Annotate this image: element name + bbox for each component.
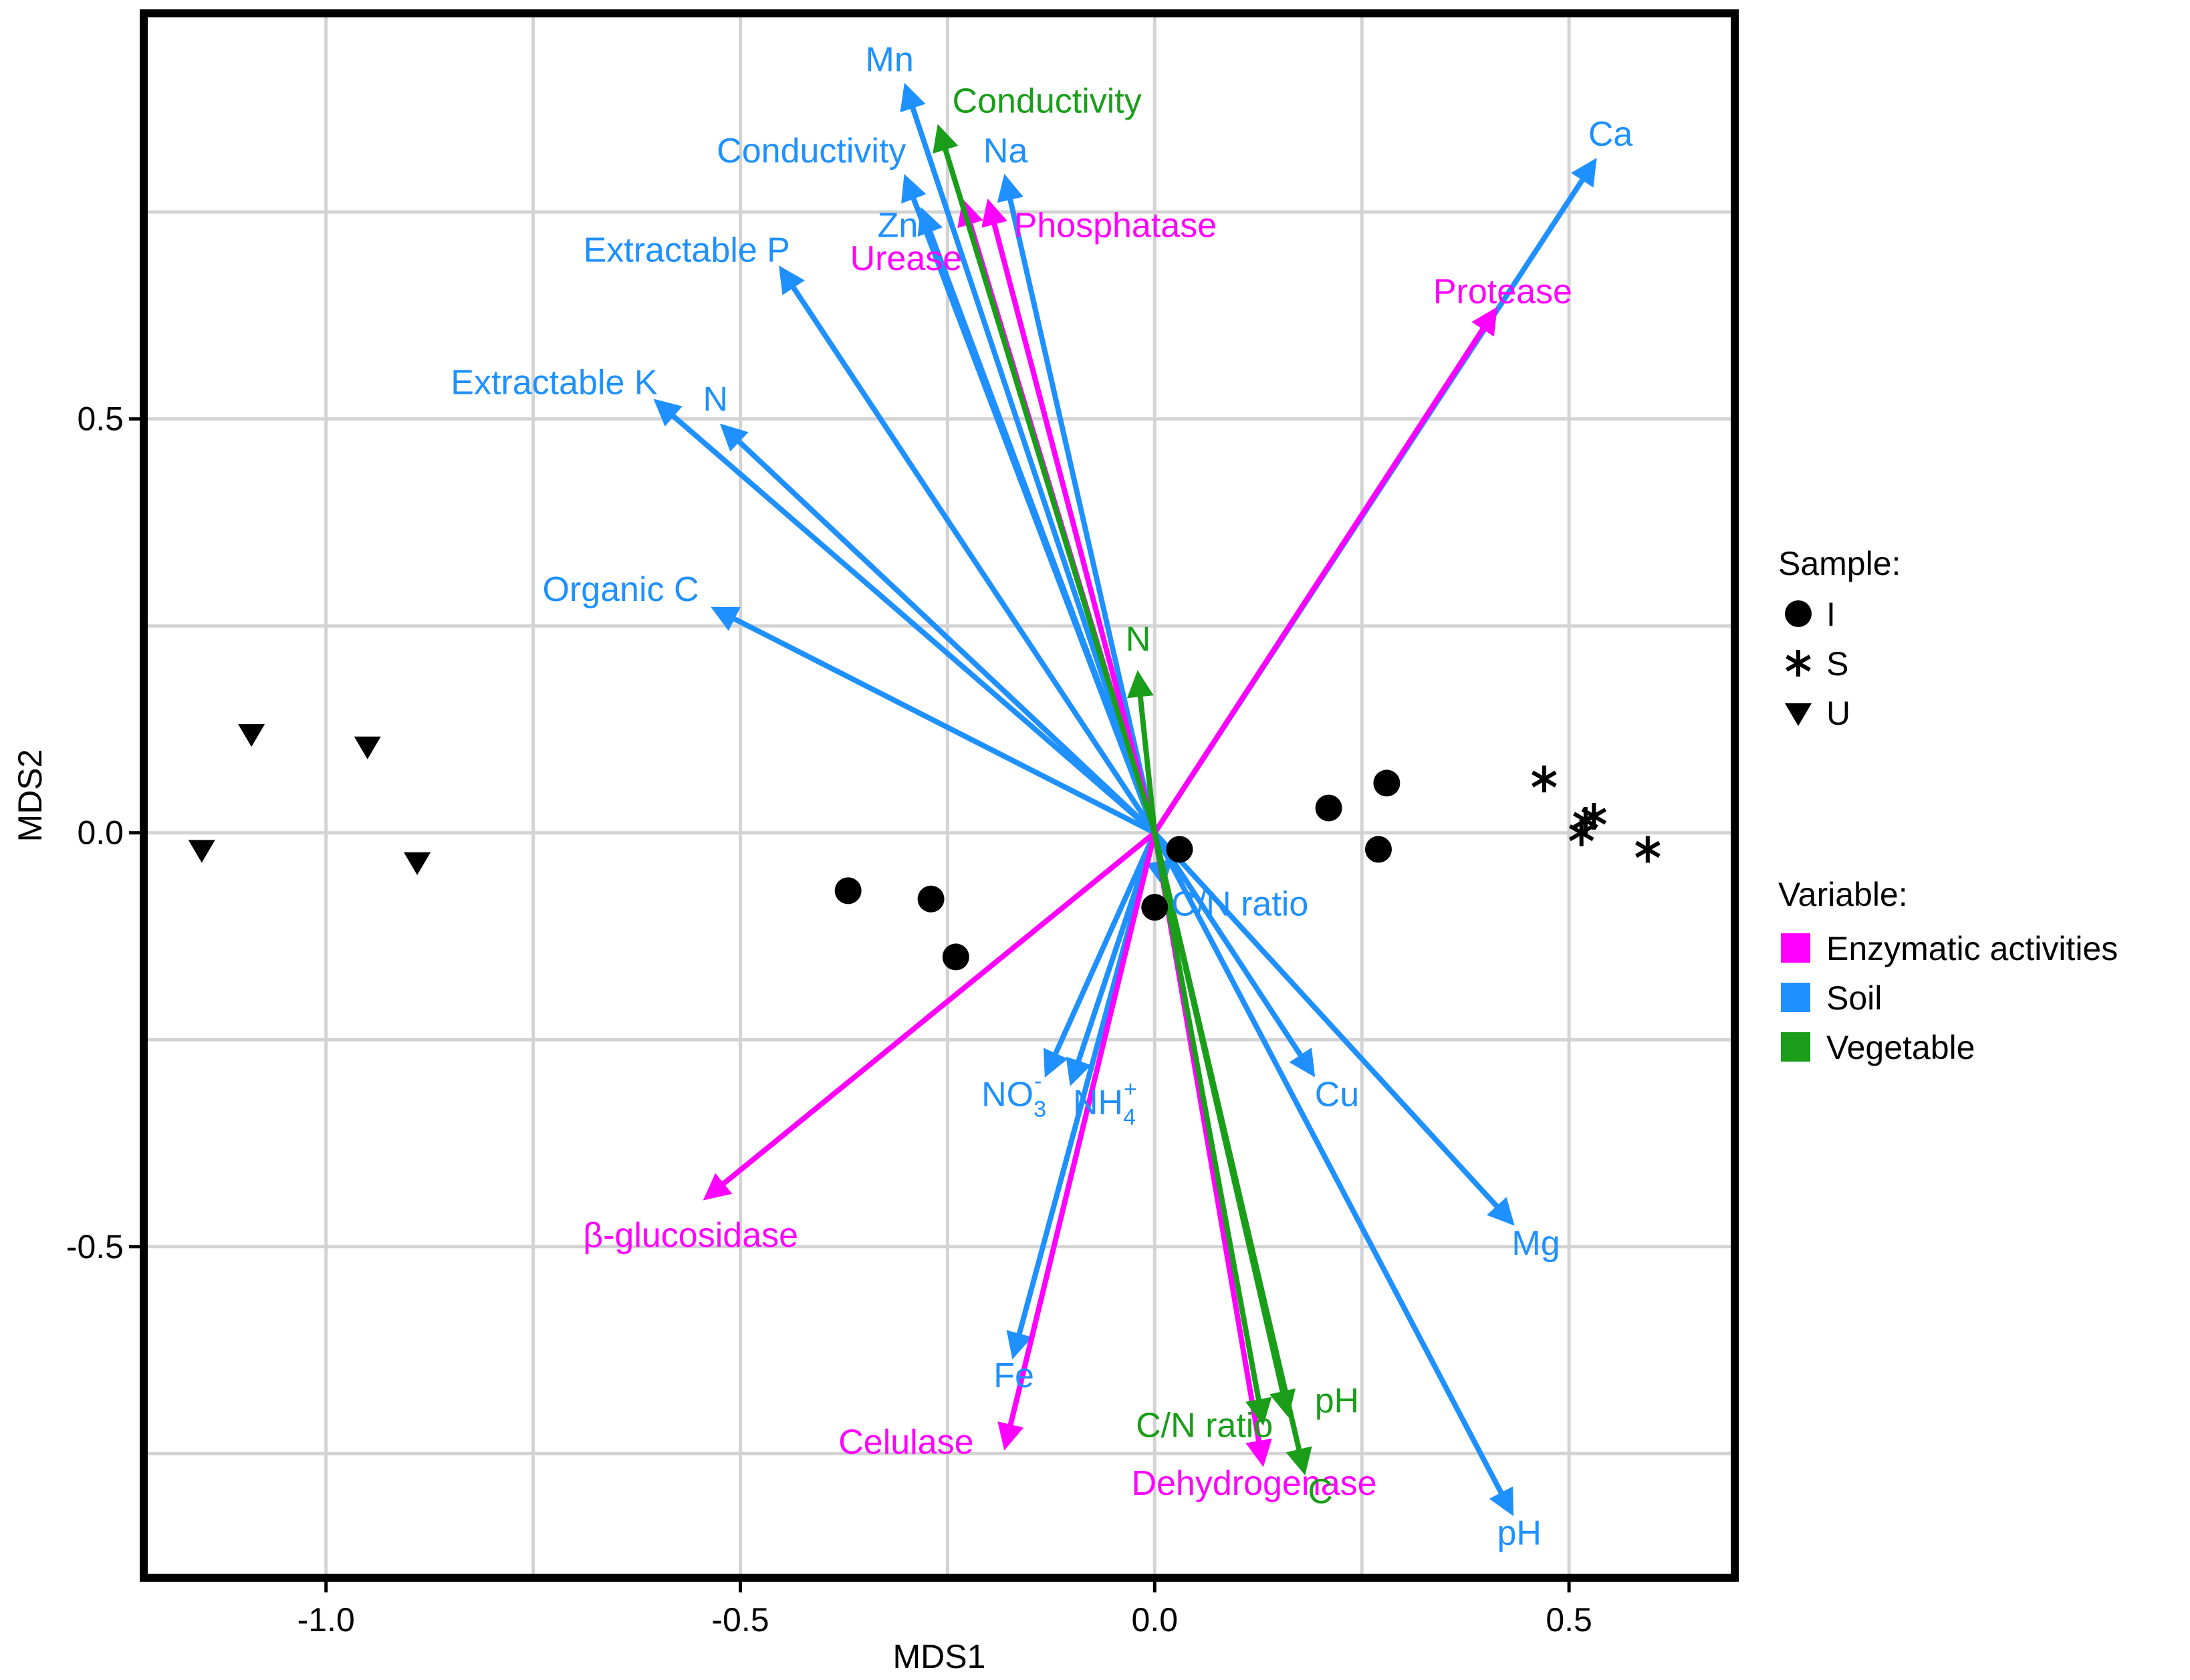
vector-arrow-soil-mg — [1152, 831, 1515, 1226]
vector-arrow-enzymatic-activities-celulase — [997, 832, 1158, 1451]
vector-label-soil-mn: Mn — [866, 41, 914, 80]
vector-arrow-soil-mn — [900, 82, 1158, 834]
vector-arrow-vegetable-n — [1126, 670, 1158, 834]
sample-point-u — [188, 840, 215, 863]
vector-arrow-soil-cu — [1152, 831, 1316, 1078]
vector-label-soil-extractable-p: Extractable P — [584, 231, 790, 269]
vector-label-enzymatic-activities-dehydrogenase: Dehydrogenase — [1131, 1464, 1376, 1503]
legend-variable-title: Variable: — [1778, 876, 1908, 913]
vector-arrow-soil-ph — [1152, 831, 1514, 1517]
sample-point-s — [1568, 819, 1594, 846]
vector-arrow-vegetable-c-n-ratio — [1152, 832, 1272, 1426]
vector-label-vegetable-c: C — [1308, 1473, 1333, 1512]
legend-variable-label: Soil — [1826, 979, 1882, 1017]
legend-variable-label: Vegetable — [1826, 1029, 1975, 1066]
legend-sample-symbol-u — [1785, 703, 1812, 726]
plot-frame — [140, 9, 1739, 1582]
sample-point-i — [1373, 769, 1401, 797]
vector-label-soil-zn: Zn — [878, 206, 919, 245]
sample-point-u — [404, 852, 431, 876]
sample-point-u — [238, 724, 265, 747]
sample-point-i — [1364, 836, 1392, 863]
vector-label-soil-cu: Cu — [1315, 1075, 1359, 1114]
vector-label-soil-no3: NO3- — [981, 1068, 1046, 1122]
vector-label-enzymatic-activities-celulase: Celulase — [838, 1423, 973, 1461]
vector-arrow-enzymatic-activities-phosphatase — [981, 199, 1158, 834]
x-axis: -1.0 -0.5 0.0 0.5 — [297, 1582, 1592, 1639]
vector-label-soil-ca: Ca — [1588, 115, 1633, 154]
vector-arrows — [653, 82, 1597, 1517]
vector-arrow-vegetable-conductivity — [933, 124, 1158, 834]
vector-arrow-vegetable-c — [1152, 832, 1312, 1475]
vector-arrow-soil-organic-c — [711, 606, 1157, 836]
legend-sample-symbol-s — [1786, 650, 1811, 677]
y-axis: -0.5 0.0 0.5 — [66, 400, 140, 1266]
vector-arrow-soil-n — [719, 423, 1157, 835]
vector-label-soil-c-n-ratio: C/N ratio — [1171, 885, 1308, 924]
vector-label-soil-conductivity: Conductivity — [717, 132, 906, 170]
y-axis-title: MDS2 — [11, 749, 49, 842]
vector-labels: Mn Conductivity Zn Na Extractable P Extractab… — [451, 41, 1632, 1553]
sample-point-i — [942, 943, 969, 971]
vector-label-enzymatic-activities-urease: Urease — [850, 239, 963, 278]
legend-variable-label: Enzymatic activities — [1826, 930, 2118, 967]
vector-arrow-soil-extractable-k — [653, 398, 1157, 835]
sample-point-i — [1315, 794, 1342, 822]
x-tick-label: -0.5 — [711, 1601, 769, 1639]
legend-sample-symbol-i — [1785, 600, 1812, 627]
y-tick-label: -0.5 — [66, 1228, 124, 1266]
y-tick-label: 0.0 — [77, 814, 124, 852]
vector-label-vegetable-c-n-ratio: C/N ratio — [1136, 1407, 1273, 1445]
vector-label-soil-fe: Fe — [993, 1356, 1034, 1395]
x-tick-label: 0.5 — [1546, 1601, 1592, 1639]
vector-label-soil-organic-c: Organic C — [542, 570, 699, 609]
vector-label-vegetable-ph: pH — [1315, 1381, 1359, 1420]
sample-point-s — [1635, 836, 1661, 863]
vector-label-soil-na: Na — [983, 132, 1028, 170]
vector-arrow-enzymatic-activities-protease — [1152, 307, 1497, 834]
vector-arrow-soil-na — [997, 173, 1158, 834]
legend-variable-items: Enzymatic activities Soil Vegetable — [1781, 930, 2118, 1066]
vector-label-soil-mg: Mg — [1511, 1224, 1560, 1263]
x-tick-label: -1.0 — [297, 1601, 355, 1639]
legend-swatch-vegetable — [1781, 1032, 1810, 1062]
sample-point-i — [1166, 836, 1193, 863]
legend-sample-label: S — [1826, 645, 1848, 683]
vector-label-soil-extractable-k: Extractable K — [451, 364, 658, 402]
legend: Sample: ISU Variable: Enzymatic activiti… — [1778, 545, 2118, 1066]
vector-label-enzymatic-activities-protease: Protease — [1433, 272, 1572, 311]
vector-arrow-soil-no3 — [1044, 832, 1157, 1078]
legend-swatch-enzymatic-activities — [1781, 933, 1810, 963]
vector-label-vegetable-conductivity: Conductivity — [953, 82, 1142, 121]
vector-label-soil-n: N — [703, 380, 729, 418]
legend-sample-title: Sample: — [1778, 545, 1901, 582]
legend-swatch-soil — [1781, 983, 1810, 1012]
plot-background — [144, 13, 1735, 1578]
legend-sample-label: I — [1826, 596, 1836, 633]
vector-label-enzymatic-activities-phosphatase: Phosphatase — [1014, 206, 1217, 245]
vector-arrow-enzymatic-activities-glucosidase — [703, 830, 1157, 1201]
vector-arrow-soil-zn — [917, 207, 1158, 834]
x-tick-label: 0.0 — [1132, 1601, 1179, 1639]
vector-label-vegetable-n: N — [1126, 620, 1151, 658]
y-tick-label: 0.5 — [77, 400, 124, 438]
x-axis-title: MDS1 — [893, 1638, 986, 1675]
sample-point-i — [917, 885, 945, 913]
vector-label-soil-ph: pH — [1497, 1514, 1541, 1552]
sample-point-s — [1532, 765, 1557, 793]
legend-sample-label: U — [1826, 695, 1850, 732]
sample-point-u — [354, 736, 381, 759]
legend-sample-items: ISU — [1785, 596, 1850, 732]
vector-arrow-soil-extractable-p — [779, 265, 1157, 834]
sample-point-i — [834, 877, 862, 905]
sample-point-i — [1141, 894, 1169, 921]
sample-points — [188, 724, 1661, 971]
sample-point-s — [1581, 802, 1607, 830]
vector-label-enzymatic-activities-glucosidase: β-glucosidase — [583, 1216, 798, 1255]
